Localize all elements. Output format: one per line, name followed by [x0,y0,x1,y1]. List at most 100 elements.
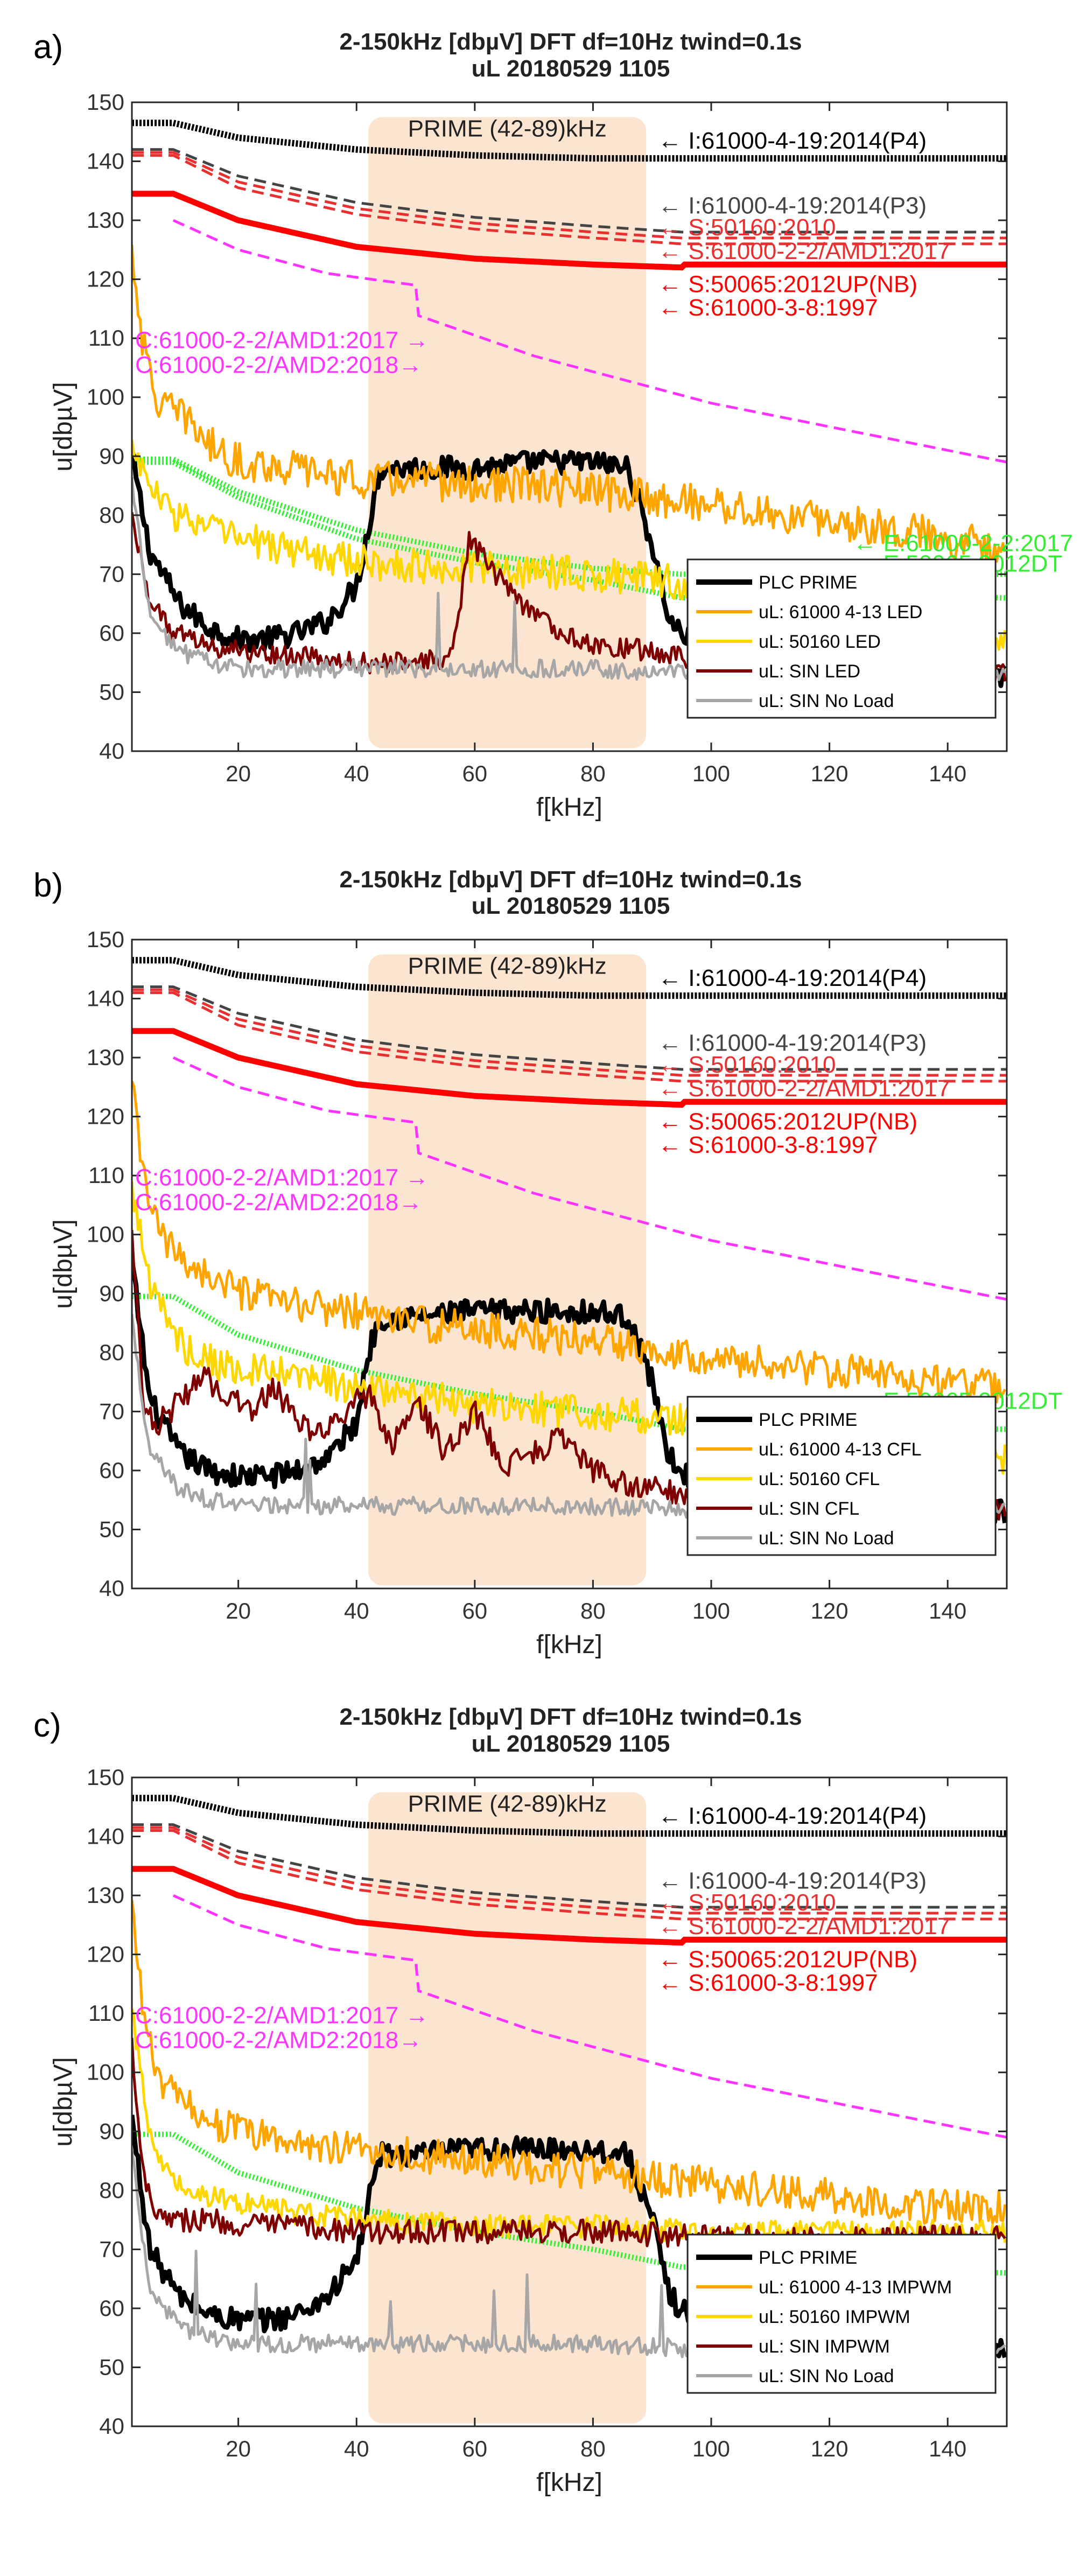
chart-subtitle: uL 20180529 1105 [472,1731,670,1757]
chart-panel-c: c) 2-150kHz [dbµV] DFT df=10Hz twind=0.1s… [33,1704,1008,2497]
x-tick-label: 60 [462,761,487,786]
prime-band-label: PRIME (42-89)kHz [408,116,607,142]
x-tick-label: 60 [462,2436,487,2461]
y-axis-label: u[dbµV] [49,382,78,471]
legend-box [686,1396,997,1556]
chart-subtitle: uL 20180529 1105 [472,55,670,82]
annotation-s-61000-3-8-1997: ← S:61000-3-8:1997 [658,295,878,321]
y-tick-label: 60 [99,1458,124,1483]
prime-band-label: PRIME (42-89)kHz [408,1791,607,1817]
prime-band [368,954,647,1586]
limit-line-i-61000-4-19-2014-p4 [132,120,1007,162]
y-tick-label: 80 [99,1340,124,1365]
y-tick-label: 40 [99,2413,124,2439]
legend-box [686,2234,997,2394]
panel-label: c) [33,1707,61,1744]
legend-label-ul-sin-impwm: uL: SIN IMPWM [759,2336,890,2357]
annotation-c-61000-2-2-amd1-2017: C:61000-2-2/AMD1:2017 → [135,327,429,353]
chart-title: 2-150kHz [dbµV] DFT df=10Hz twind=0.1s [339,29,802,55]
annotation-s-61000-2-2-amd1-2017: ← S:61000-2-2/AMD1:2017 [658,238,950,264]
y-tick-label: 70 [99,2236,124,2262]
y-tick-label: 60 [99,620,124,646]
legend-label-plc-prime: PLC PRIME [759,1410,857,1430]
prime-band [368,117,647,748]
annotation-c-61000-2-2-amd2-2018: C:61000-2-2/AMD2:2018→ [135,352,422,378]
y-tick-label: 70 [99,561,124,586]
x-tick-label: 80 [580,2436,606,2461]
legend-label-ul-sin-no-load: uL: SIN No Load [759,2366,894,2386]
limit-line-c-61000-2-2-amd1-2017 [172,1894,1007,2139]
series-line-ul-61000-4-13-cfl [132,1080,1006,1404]
plot-body [132,1795,1007,2363]
y-tick-label: 100 [87,1222,124,1247]
limit-line-i-61000-4-19-2014-p4 [132,957,1007,999]
limit-line-i-61000-4-19-2014-p3 [132,1823,1007,1909]
y-tick-label: 90 [99,1280,124,1306]
y-tick-label: 80 [99,2178,124,2203]
y-tick-label: 50 [99,2354,124,2379]
axes-box [131,939,1008,1590]
annotation-c-61000-2-2-amd1-2017: C:61000-2-2/AMD1:2017 → [135,2002,429,2028]
y-tick-label: 120 [87,1104,124,1129]
annotation-c-61000-2-2-amd1-2017: C:61000-2-2/AMD1:2017 → [135,1164,429,1191]
y-tick-label: 40 [99,738,124,764]
y-tick-label: 40 [99,1576,124,1601]
x-tick-label: 80 [580,761,606,786]
limit-line-c-61000-2-2-amd1-2017 [172,1056,1007,1301]
series-line-ul-61000-4-13-impwm [132,1900,1007,2227]
annotation-s-61000-2-2-amd1-2017: ← S:61000-2-2/AMD1:2017 [658,1075,950,1102]
limit-line-s-61000-2-2-amd1-2017 [132,154,1007,246]
x-tick-label: 140 [929,2436,966,2461]
y-axis-label: u[dbµV] [49,2057,78,2146]
prime-band-label: PRIME (42-89)kHz [408,953,607,979]
chart-panel-b: b) 2-150kHz [dbµV] DFT df=10Hz twind=0.1s… [33,866,1062,1659]
x-tick-label: 140 [929,761,966,786]
limit-line-s-61000-2-2-amd1-2017 [132,1829,1007,1921]
y-tick-label: 90 [99,2118,124,2144]
annotation-e-61000-2-2-2017: ← E:61000-2-2:2017 [853,530,1074,556]
annotation-s-50160-2010: ← S:50160:2010 [658,1889,836,1916]
chart-title: 2-150kHz [dbµV] DFT df=10Hz twind=0.1s [339,1704,802,1730]
chart-panel-a: a) 2-150kHz [dbµV] DFT df=10Hz twind=0.1s… [33,29,1073,822]
x-tick-label: 20 [226,761,251,786]
limit-line-i-61000-4-19-2014-p3 [132,148,1007,234]
y-tick-label: 110 [88,325,124,351]
x-tick-label: 40 [344,1598,369,1623]
axes-box [131,1776,1008,2427]
limit-line-c-61000-2-2-amd1-2017 [172,219,1007,464]
y-tick-label: 70 [99,1398,124,1424]
limit-line-s-61000-2-2-amd1-2017 [132,991,1007,1083]
legend-label-plc-prime: PLC PRIME [759,572,857,593]
panel-label: b) [33,867,63,904]
y-tick-label: 130 [87,207,124,233]
annotation-i-61000-4-19-2014-p3: ← I:61000-4-19:2014(P3) [658,1868,927,1894]
x-tick-label: 80 [580,1598,606,1623]
y-tick-label: 100 [87,2060,124,2085]
y-tick-label: 100 [87,384,124,410]
x-tick-label: 120 [811,1598,848,1623]
annotation-s-61000-3-8-1997: ← S:61000-3-8:1997 [658,1132,878,1158]
y-tick-label: 110 [88,2000,124,2026]
legend-label-ul-61000-4-13-impwm: uL: 61000 4-13 IMPWM [759,2277,952,2298]
y-tick-label: 60 [99,2295,124,2321]
y-tick-label: 110 [88,1163,124,1188]
x-tick-label: 100 [692,761,730,786]
annotation-s-50065-2012up-nb: ← S:50065:2012UP(NB) [658,271,917,297]
y-tick-label: 140 [87,149,124,174]
limit-line-s-50065-2012up-nb [132,1866,1007,1946]
prime-band [368,1792,647,2424]
legend-label-ul-50160-impwm: uL: 50160 IMPWM [759,2307,910,2327]
limit-line-i-61000-4-19-2014-p4 [132,1795,1007,1837]
limit-line-i-61000-4-19-2014-p3 [132,985,1007,1071]
x-tick-label: 140 [929,1598,966,1623]
y-tick-label: 130 [87,1882,124,1908]
legend-label-ul-sin-no-load: uL: SIN No Load [759,1528,894,1549]
legend-box [686,558,997,719]
x-tick-label: 40 [344,761,369,786]
annotation-c-61000-2-2-amd2-2018: C:61000-2-2/AMD2:2018→ [135,1189,422,1215]
annotation-i-61000-4-19-2014-p3: ← I:61000-4-19:2014(P3) [658,193,927,219]
y-tick-label: 50 [99,1516,124,1542]
legend-label-ul-sin-no-load: uL: SIN No Load [759,691,894,711]
annotation-s-61000-2-2-amd1-2017: ← S:61000-2-2/AMD1:2017 [658,1913,950,1940]
